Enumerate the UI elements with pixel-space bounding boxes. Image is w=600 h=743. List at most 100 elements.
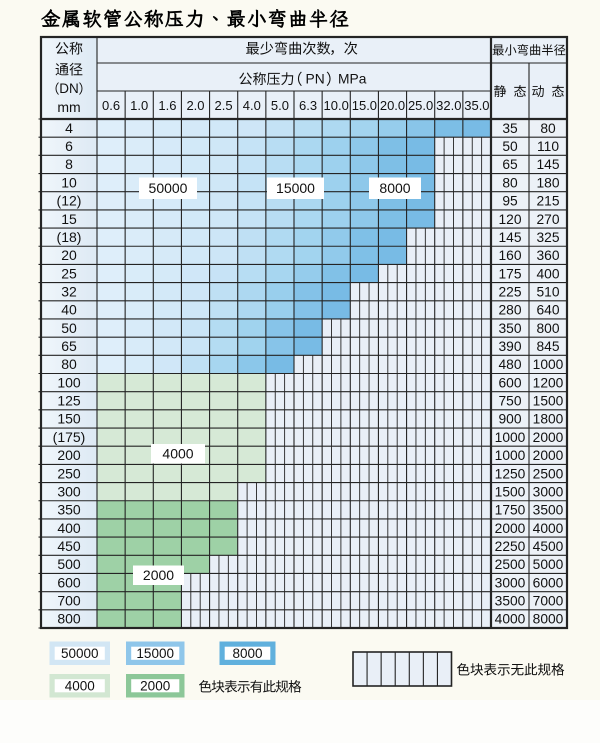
- svg-text:2000: 2000: [140, 679, 170, 694]
- svg-text:175: 175: [498, 266, 521, 281]
- svg-text:1750: 1750: [495, 503, 526, 518]
- svg-text:500: 500: [57, 556, 81, 572]
- svg-text:215: 215: [536, 194, 559, 209]
- svg-text:25: 25: [61, 265, 77, 281]
- svg-text:120: 120: [498, 212, 521, 227]
- svg-text:800: 800: [57, 611, 81, 627]
- svg-text:1200: 1200: [533, 375, 564, 390]
- svg-text:450: 450: [57, 538, 81, 554]
- svg-text:20: 20: [61, 247, 77, 263]
- svg-text:15.0: 15.0: [352, 98, 377, 113]
- svg-text:DN: DN: [59, 81, 79, 96]
- svg-text:6000: 6000: [533, 575, 564, 590]
- svg-text:3500: 3500: [495, 594, 526, 609]
- svg-text:6.3: 6.3: [299, 98, 317, 113]
- svg-text:4000: 4000: [495, 612, 526, 627]
- svg-text:900: 900: [498, 412, 521, 427]
- svg-text:800: 800: [536, 321, 559, 336]
- svg-text:1500: 1500: [533, 394, 564, 409]
- svg-text:150: 150: [57, 411, 81, 427]
- svg-text:80: 80: [502, 175, 518, 190]
- svg-text:10.0: 10.0: [324, 98, 349, 113]
- svg-text:2500: 2500: [495, 557, 526, 572]
- svg-text:390: 390: [498, 339, 521, 354]
- svg-text:(175): (175): [53, 429, 86, 445]
- svg-text:1250: 1250: [495, 466, 526, 481]
- svg-text:2000: 2000: [533, 430, 564, 445]
- svg-text:40: 40: [61, 302, 77, 318]
- svg-text:MPa: MPa: [338, 72, 367, 87]
- svg-text:8000: 8000: [232, 646, 262, 661]
- svg-text:15000: 15000: [136, 646, 174, 661]
- svg-text:5.0: 5.0: [271, 98, 289, 113]
- svg-text:4000: 4000: [65, 679, 95, 694]
- svg-text:100: 100: [57, 374, 81, 390]
- svg-text:270: 270: [536, 212, 559, 227]
- svg-text:80: 80: [540, 121, 556, 136]
- svg-text:160: 160: [498, 248, 521, 263]
- svg-text:65: 65: [61, 338, 77, 354]
- svg-text:15000: 15000: [276, 180, 315, 196]
- svg-text:360: 360: [536, 248, 559, 263]
- svg-text:7000: 7000: [533, 594, 564, 609]
- svg-text:3500: 3500: [533, 503, 564, 518]
- svg-text:600: 600: [57, 574, 81, 590]
- svg-text:80: 80: [61, 356, 77, 372]
- svg-text:2250: 2250: [495, 539, 526, 554]
- svg-text:32.0: 32.0: [436, 98, 461, 113]
- svg-text:PN: PN: [306, 72, 325, 87]
- svg-text:35: 35: [502, 121, 518, 136]
- svg-text:125: 125: [57, 393, 81, 409]
- svg-text:8000: 8000: [533, 612, 564, 627]
- svg-text:640: 640: [536, 303, 559, 318]
- svg-text:20.0: 20.0: [380, 98, 405, 113]
- svg-text:95: 95: [502, 194, 518, 209]
- svg-text:350: 350: [498, 321, 521, 336]
- svg-text:110: 110: [537, 139, 559, 154]
- svg-text:510: 510: [536, 285, 559, 300]
- svg-text:4: 4: [65, 120, 73, 136]
- svg-text:325: 325: [536, 230, 559, 245]
- svg-text:4500: 4500: [533, 539, 564, 554]
- svg-text:700: 700: [57, 593, 81, 609]
- svg-text:2.0: 2.0: [186, 98, 204, 113]
- svg-text:250: 250: [57, 465, 81, 481]
- svg-text:2000: 2000: [533, 448, 564, 463]
- svg-text:1800: 1800: [533, 412, 564, 427]
- svg-text:5000: 5000: [533, 557, 564, 572]
- svg-text:50000: 50000: [61, 646, 99, 661]
- svg-text:4000: 4000: [533, 521, 564, 536]
- svg-text:1.6: 1.6: [158, 98, 176, 113]
- svg-text:0.6: 0.6: [102, 98, 120, 113]
- svg-text:15: 15: [61, 211, 77, 227]
- svg-text:600: 600: [498, 375, 521, 390]
- svg-text:mm: mm: [57, 99, 80, 115]
- svg-text:50: 50: [502, 139, 518, 154]
- svg-text:2.5: 2.5: [215, 98, 233, 113]
- svg-text:50000: 50000: [149, 180, 188, 196]
- svg-text:400: 400: [536, 266, 559, 281]
- svg-text:1500: 1500: [495, 485, 526, 500]
- svg-text:3000: 3000: [495, 575, 526, 590]
- svg-text:280: 280: [498, 303, 521, 318]
- svg-text:480: 480: [498, 357, 521, 372]
- svg-text:35.0: 35.0: [464, 98, 489, 113]
- svg-text:145: 145: [536, 157, 559, 172]
- svg-text:225: 225: [498, 285, 521, 300]
- svg-text:(18): (18): [57, 229, 82, 245]
- svg-text:400: 400: [57, 520, 81, 536]
- svg-text:300: 300: [57, 484, 81, 500]
- svg-text:65: 65: [502, 157, 518, 172]
- svg-text:145: 145: [498, 230, 521, 245]
- svg-text:4000: 4000: [162, 446, 193, 462]
- svg-text:2000: 2000: [143, 567, 174, 583]
- svg-text:3000: 3000: [533, 485, 564, 500]
- svg-text:1.0: 1.0: [130, 98, 148, 113]
- svg-text:180: 180: [536, 175, 559, 190]
- svg-text:8: 8: [65, 156, 73, 172]
- svg-text:32: 32: [61, 284, 77, 300]
- svg-text:10: 10: [61, 174, 77, 190]
- svg-text:25.0: 25.0: [408, 98, 433, 113]
- svg-text:350: 350: [57, 502, 81, 518]
- svg-text:4.0: 4.0: [243, 98, 261, 113]
